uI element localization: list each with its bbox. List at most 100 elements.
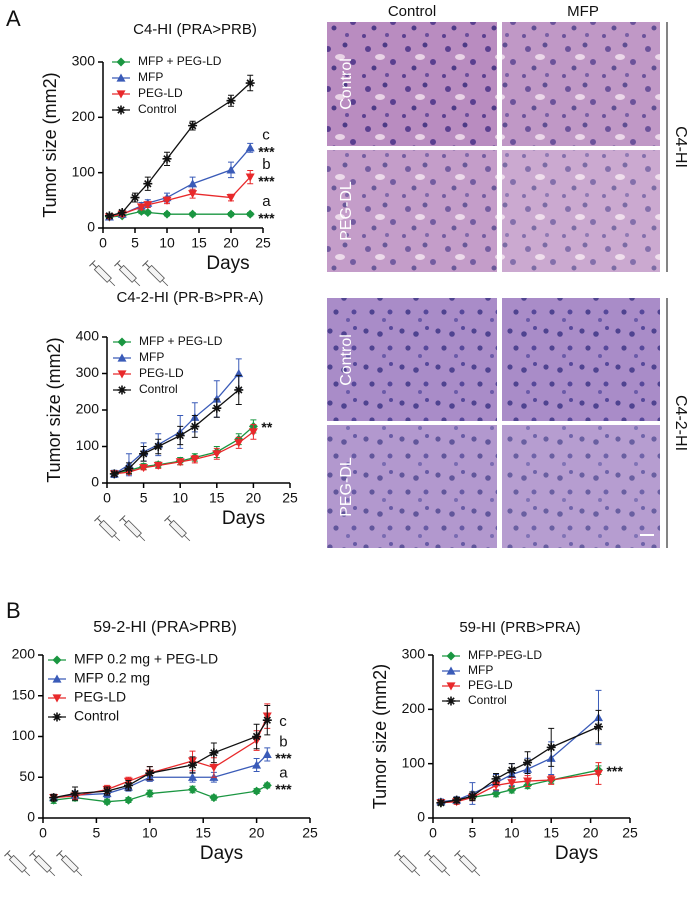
syringe-handle (94, 515, 101, 522)
x-tick-label: 0 (39, 825, 47, 841)
marker (593, 722, 603, 732)
marker (153, 461, 163, 470)
marker (262, 715, 272, 725)
legend-label: MFP + PEG-LD (139, 334, 223, 348)
syringe-needle (161, 279, 169, 287)
x-tick-label: 25 (622, 825, 638, 841)
x-axis-label: Days (200, 843, 243, 864)
y-tick-label: 50 (19, 768, 35, 784)
x-tick-label: 25 (302, 825, 318, 841)
histology-image (327, 425, 497, 548)
x-tick-label: 5 (93, 825, 101, 841)
annotation: *** (606, 763, 623, 779)
marker (234, 385, 244, 395)
marker (234, 439, 244, 448)
legend-label: PEG-LD (139, 366, 184, 380)
syringe-needle (413, 869, 421, 877)
syringe-body (168, 519, 187, 538)
panel-label: A (6, 6, 21, 31)
x-tick-label: 15 (191, 235, 207, 251)
marker (123, 795, 133, 805)
legend-marker (117, 337, 127, 347)
marker (102, 797, 112, 807)
marker (175, 458, 185, 467)
legend-marker (116, 57, 126, 67)
marker (523, 777, 533, 786)
syringe-plunger (58, 852, 64, 858)
marker (70, 789, 80, 799)
image-row-label: PEG-DL (338, 181, 355, 241)
chart-title: C4-HI (PRA>PRB) (133, 21, 257, 38)
legend-marker (52, 674, 62, 683)
marker (190, 421, 200, 431)
x-tick-label: 20 (249, 825, 265, 841)
marker (507, 765, 517, 775)
marker (226, 193, 236, 203)
legend-label: MFP 0.2 mg + PEG-LD (74, 651, 218, 667)
marker (188, 179, 198, 188)
series-line (53, 715, 268, 799)
marker (130, 193, 140, 203)
marker (109, 469, 119, 479)
marker (212, 403, 222, 413)
marker (436, 798, 446, 808)
legend-label: Control (74, 708, 119, 724)
marker (252, 732, 262, 741)
marker (188, 121, 198, 131)
x-tick-label: 20 (583, 825, 599, 841)
syringe-body (123, 519, 142, 538)
marker (209, 763, 219, 772)
syringe-icon (142, 260, 169, 287)
legend-marker (117, 353, 127, 362)
chart-title: 59-2-HI (PRA>PRB) (93, 619, 237, 636)
syringe-needle (48, 869, 56, 877)
marker (117, 208, 127, 218)
syringe-needle (75, 869, 83, 877)
syringe-plunger (396, 852, 402, 858)
marker (162, 196, 172, 205)
significance: *** (258, 210, 275, 226)
syringe-plunger (31, 852, 37, 858)
y-tick-label: 150 (12, 686, 36, 702)
marker (143, 201, 153, 210)
syringe-body (8, 854, 27, 873)
y-tick-label: 200 (76, 401, 100, 417)
syringe-handle (164, 515, 171, 522)
x-tick-label: 10 (504, 825, 520, 841)
y-axis-label: Tumor size (mm2) (40, 72, 60, 217)
marker (546, 742, 556, 752)
legend-marker (116, 90, 126, 99)
series-line (440, 716, 599, 803)
y-tick-label: 0 (91, 474, 99, 490)
chart-title: C4-2-HI (PR-B>PR-A) (116, 289, 263, 306)
significance: *** (275, 781, 292, 797)
y-tick-label: 100 (76, 437, 100, 453)
annotation: c (262, 127, 270, 144)
y-tick-label: 0 (27, 809, 35, 825)
histology-image (502, 425, 660, 548)
legend-marker (446, 696, 456, 706)
y-tick-label: 100 (402, 754, 426, 770)
panel-label: B (6, 598, 21, 623)
marker (139, 464, 149, 473)
series-line (53, 753, 268, 799)
syringe-body (98, 519, 117, 538)
legend-label: Control (468, 693, 507, 707)
x-tick-label: 15 (209, 490, 225, 506)
syringe-handle (454, 850, 461, 857)
marker (162, 154, 172, 164)
marker (136, 203, 146, 212)
marker (226, 165, 236, 174)
x-axis-label: Days (206, 253, 249, 274)
syringe-needle (108, 279, 116, 287)
image-column-label: MFP (567, 3, 599, 20)
x-tick-label: 10 (172, 490, 188, 506)
legend-marker (116, 73, 126, 82)
y-tick-label: 0 (87, 219, 95, 235)
annotation: b (279, 733, 287, 750)
marker (153, 442, 163, 451)
marker (262, 749, 272, 759)
annotation: a (262, 193, 271, 210)
syringe-handle (29, 850, 36, 857)
marker (467, 791, 477, 801)
